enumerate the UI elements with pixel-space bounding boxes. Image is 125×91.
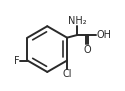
Text: Cl: Cl (62, 69, 72, 79)
Text: NH₂: NH₂ (68, 16, 87, 26)
Text: F: F (14, 56, 20, 66)
Text: O: O (84, 45, 92, 55)
Text: OH: OH (96, 30, 111, 40)
